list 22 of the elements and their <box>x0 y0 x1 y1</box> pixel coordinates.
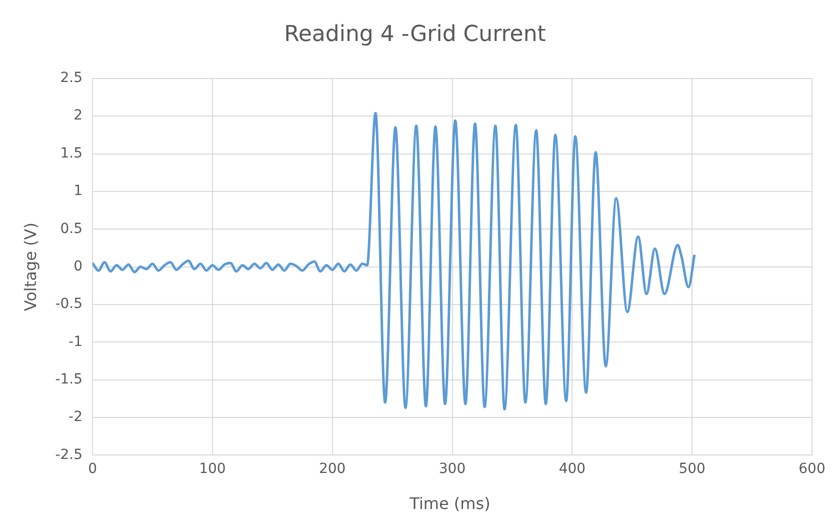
x-tick-label: 500 <box>678 461 706 478</box>
y-tick-label: -1.5 <box>55 371 83 388</box>
y-tick-label: -2 <box>68 409 83 426</box>
y-tick-label: 1 <box>74 183 83 200</box>
x-tick-label: 400 <box>558 461 586 478</box>
y-tick-label: 2.5 <box>60 70 83 86</box>
x-tick-label: 100 <box>199 461 226 478</box>
y-tick-label: -0.5 <box>55 296 83 312</box>
chart-title: Reading 4 -Grid Current <box>284 22 546 47</box>
y-tick-label: 1.5 <box>60 145 83 162</box>
y-tick-label: -1 <box>68 334 83 350</box>
y-tick-label: -2.5 <box>55 446 83 463</box>
y-tick-label: 0.5 <box>60 220 83 237</box>
x-tick-label: 200 <box>318 461 346 478</box>
x-tick-label: 300 <box>438 461 466 478</box>
x-tick-label: 0 <box>88 461 97 478</box>
y-tick-label: 0 <box>74 258 83 274</box>
x-axis-title: Time (ms) <box>408 494 492 513</box>
x-tick-label: 600 <box>798 461 826 478</box>
y-tick-label: 2 <box>74 108 83 124</box>
y-axis-title: Voltage (V) <box>20 222 40 312</box>
line-series <box>92 112 696 410</box>
